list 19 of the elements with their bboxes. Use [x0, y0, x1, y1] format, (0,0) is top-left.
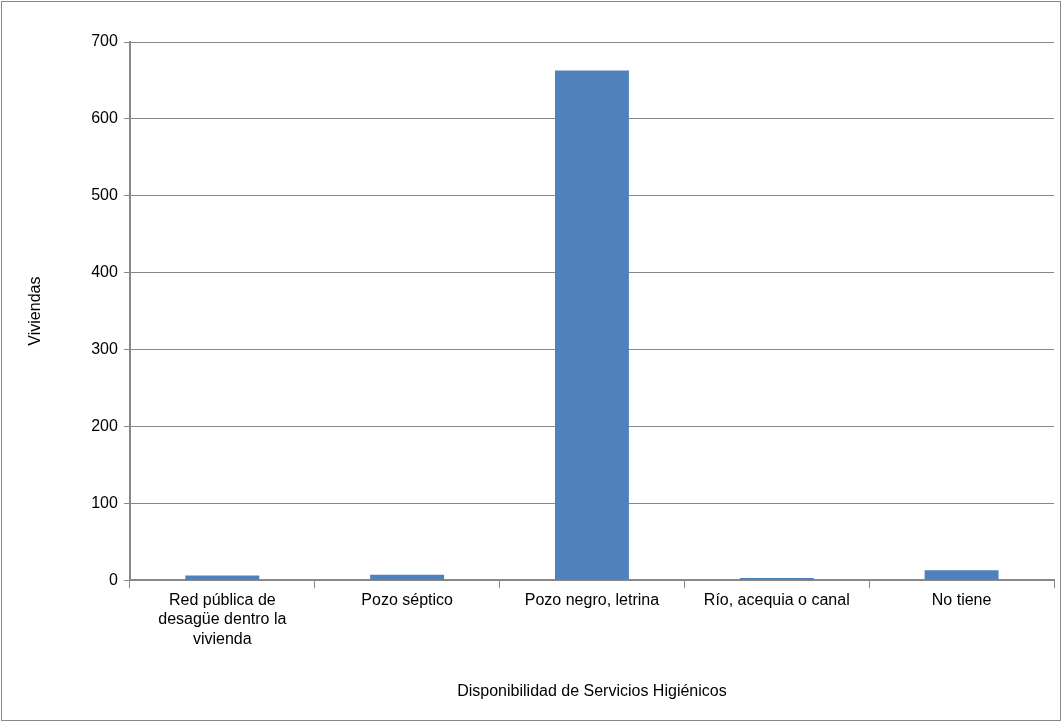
x-axis-title: Disponibilidad de Servicios Higiénicos	[457, 681, 727, 699]
x-tick-label: Pozo negro, letrina	[524, 591, 660, 609]
x-tick-label: Red pública de desagüe dentro la vivienda	[158, 591, 287, 647]
y-tick-label: 300	[91, 339, 118, 357]
bar	[554, 70, 629, 580]
bar	[370, 574, 445, 580]
bar	[185, 575, 260, 580]
bar	[924, 570, 999, 580]
y-tick-label: 600	[91, 109, 118, 127]
y-tick-label: 0	[108, 570, 118, 588]
y-tick-label: 500	[91, 186, 118, 204]
y-tick-label: 200	[91, 416, 118, 434]
x-tick-label: Pozo séptico	[361, 591, 454, 609]
y-axis-title: Viviendas	[26, 276, 44, 346]
x-tick-label: No tiene	[931, 591, 992, 609]
x-tick-label: Río, acequia o canal	[703, 591, 850, 609]
y-tick-label: 100	[91, 493, 118, 511]
y-tick-label: 400	[91, 263, 118, 281]
y-tick-label: 700	[91, 32, 118, 50]
